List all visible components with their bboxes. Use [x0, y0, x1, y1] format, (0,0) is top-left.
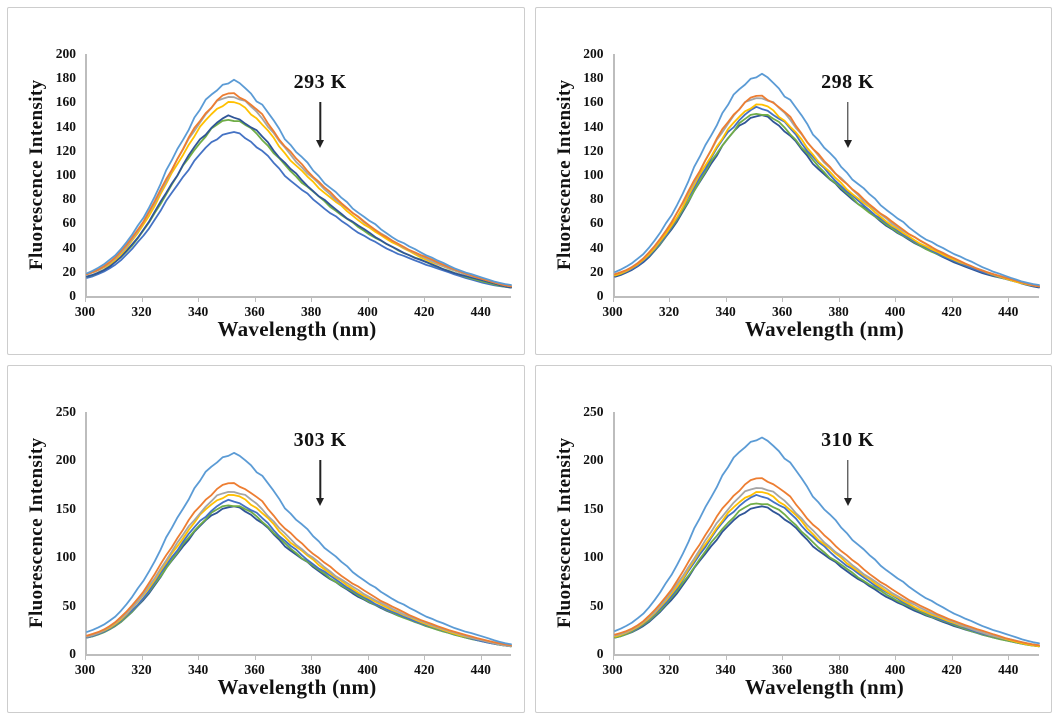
y-axis-title: Fluorescence Intensity [26, 437, 47, 629]
x-tick-mark [1008, 656, 1010, 660]
temperature-label: 293 K [293, 70, 347, 93]
x-tick-mark [141, 656, 143, 660]
temperature-label: 310 K [821, 428, 875, 451]
x-tick-mark [612, 298, 614, 302]
x-tick-mark [311, 656, 313, 660]
chart-panel-310k: Fluorescence Intensity 310 K 0 50 100 150 20… [534, 365, 1052, 713]
x-tick-mark [254, 656, 256, 660]
curve-yellow [86, 493, 512, 648]
x-tick-mark [782, 656, 784, 660]
curve-light-blue [86, 451, 512, 646]
x-tick-mark [198, 656, 200, 660]
x-tick-mark [725, 298, 727, 302]
x-axis-title: Wavelength (nm) [217, 317, 377, 341]
curve-gray [613, 487, 1040, 647]
curve-orange [86, 92, 512, 288]
y-axis-title: Fluorescence Intensity [26, 79, 47, 271]
curve-gray [86, 96, 512, 288]
x-tick-mark [1008, 298, 1010, 302]
spectra-curves [86, 451, 512, 648]
x-axis-title: Wavelength (nm) [744, 317, 905, 341]
down-arrow-icon [843, 102, 853, 149]
x-tick-mark [838, 298, 840, 302]
curve-blue [613, 105, 1040, 288]
x-tick-mark [85, 298, 86, 302]
y-axis-title: Fluorescence Intensity [553, 437, 575, 629]
chart-panel-303k: Fluorescence Intensity 303 K 0 50 100 150 20… [7, 365, 525, 713]
curve-blue [86, 131, 512, 289]
temperature-label: 303 K [293, 428, 347, 451]
curve-green [86, 504, 512, 648]
x-tick-mark [85, 656, 86, 660]
x-tick-mark [951, 656, 953, 660]
curve-light-blue [613, 72, 1040, 286]
y-axis-title: Fluorescence Intensity [553, 79, 575, 271]
plot-area: 303 K [85, 412, 512, 656]
x-tick-mark [669, 298, 671, 302]
x-axis-title: Wavelength (nm) [217, 675, 377, 699]
curve-navy [613, 505, 1040, 648]
down-arrow-icon [843, 460, 853, 507]
down-arrow-icon [315, 460, 325, 507]
x-tick-mark [838, 656, 840, 660]
x-tick-mark [612, 656, 614, 660]
chart-panel-293k: Fluorescence Intensity 293 K 0 20 40 60 80 10… [7, 7, 525, 355]
x-tick-mark [367, 656, 369, 660]
curve-yellow [86, 101, 512, 288]
x-tick-mark [895, 656, 897, 660]
x-tick-mark [367, 298, 369, 302]
curve-orange [613, 94, 1040, 288]
curve-gray [613, 97, 1040, 288]
down-arrow-icon [315, 102, 325, 149]
x-tick-mark [480, 656, 482, 660]
x-tick-mark [725, 656, 727, 660]
x-tick-mark [141, 298, 143, 302]
x-tick-mark [951, 298, 953, 302]
spectra-curves [613, 72, 1040, 289]
temperature-label: 298 K [821, 70, 875, 93]
x-axis-title: Wavelength (nm) [744, 675, 905, 699]
x-tick-mark [424, 656, 426, 660]
x-tick-mark [669, 656, 671, 660]
spectra-curves [86, 78, 512, 289]
x-tick-mark [424, 298, 426, 302]
curve-light-blue [613, 436, 1040, 645]
plot-area: 310 K [612, 412, 1040, 656]
plot-area: 298 K [612, 54, 1040, 298]
x-tick-mark [480, 298, 482, 302]
curve-gray [86, 490, 512, 648]
plot-area: 293 K [85, 54, 512, 298]
x-tick-mark [782, 298, 784, 302]
curve-yellow [613, 103, 1040, 288]
chart-panel-298k: Fluorescence Intensity 298 K 0 20 40 60 80 10… [534, 7, 1052, 355]
x-tick-mark [198, 298, 200, 302]
x-tick-mark [311, 298, 313, 302]
curve-orange [613, 477, 1040, 647]
curve-light-blue [86, 78, 512, 286]
x-tick-mark [895, 298, 897, 302]
spectra-curves [613, 436, 1040, 648]
curve-navy [86, 114, 512, 289]
curve-orange [86, 482, 512, 647]
curve-green [613, 502, 1040, 648]
x-tick-mark [254, 298, 256, 302]
